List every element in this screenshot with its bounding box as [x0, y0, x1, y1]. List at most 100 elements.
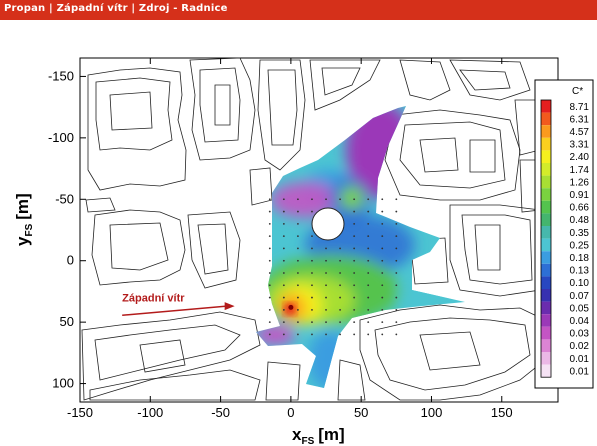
measurement-point: [353, 284, 356, 287]
x-tick-label-6: 150: [491, 405, 513, 420]
measurement-point: [325, 308, 327, 311]
measurement-point: [311, 247, 313, 250]
measurement-point: [311, 308, 313, 311]
measurement-point: [325, 284, 327, 287]
window-title: Propan | Západní vítr | Zdroj - Radnice: [4, 3, 228, 14]
measurement-point: [339, 198, 341, 201]
measurement-point: [367, 333, 370, 336]
y-axis: -150 -100 -50 0 50 100: [48, 68, 86, 391]
x-axis: -150 -100 -50 0 50 100 150: [67, 58, 513, 420]
measurement-point: [282, 321, 285, 324]
x-tick-label-5: 100: [421, 405, 443, 420]
legend-swatch-16: [541, 301, 551, 315]
x-tick-label-4: 50: [354, 405, 368, 420]
measurement-point: [367, 210, 370, 213]
measurement-point: [325, 333, 327, 336]
measurement-point: [311, 235, 313, 238]
legend-label-10: 0.35: [570, 228, 590, 239]
measurement-point: [381, 210, 384, 213]
measurement-point: [268, 259, 271, 262]
measurement-point: [297, 222, 299, 225]
legend-swatch-20: [541, 352, 551, 365]
color-legend: C* 8.716.314.573.312.401.741.260.910.660…: [534, 79, 594, 389]
measurement-point: [297, 321, 299, 324]
measurement-point: [297, 259, 299, 262]
measurement-point: [353, 247, 356, 250]
wind-arrow-head: [224, 302, 235, 311]
measurement-point: [311, 321, 313, 324]
legend-label-6: 1.26: [570, 177, 590, 188]
measurement-point: [339, 333, 341, 336]
measurement-points: [268, 198, 398, 336]
y-tick-label-4: 50: [60, 314, 74, 329]
legend-swatch-19: [541, 339, 551, 352]
measurement-point: [325, 296, 327, 299]
measurement-point: [268, 308, 271, 311]
measurement-point: [325, 321, 327, 324]
measurement-point: [353, 210, 356, 213]
measurement-point: [381, 284, 384, 287]
measurement-point: [381, 321, 384, 324]
measurement-point: [395, 222, 398, 225]
legend-title: C*: [572, 86, 583, 97]
y-axis-label: yFS[m]: [13, 193, 35, 246]
measurement-point: [282, 333, 285, 336]
measurement-point: [282, 272, 285, 274]
measurement-point: [282, 308, 285, 311]
measurement-point: [297, 284, 299, 287]
legend-label-2: 4.57: [570, 127, 590, 138]
measurement-point: [353, 321, 356, 324]
measurement-point: [339, 308, 341, 311]
measurement-point: [395, 333, 398, 336]
legend-swatch-7: [541, 188, 551, 201]
legend-label-21: 0.01: [570, 366, 590, 377]
legend-swatch-10: [541, 226, 551, 239]
measurement-point: [381, 272, 384, 274]
measurement-point: [395, 198, 398, 201]
measurement-point: [353, 272, 356, 274]
measurement-point: [282, 198, 285, 201]
y-tick-label-5: 100: [52, 376, 74, 391]
legend-label-15: 0.07: [570, 291, 590, 302]
measurement-point: [339, 296, 341, 299]
measurement-point: [325, 198, 327, 201]
measurement-point: [282, 210, 285, 213]
x-axis-label: xFS [m]: [292, 425, 345, 446]
legend-label-14: 0.10: [570, 278, 590, 289]
measurement-point: [381, 247, 384, 250]
measurement-point: [395, 235, 398, 238]
measurement-point: [395, 210, 398, 213]
measurement-point: [325, 272, 327, 274]
measurement-point: [367, 308, 370, 311]
measurement-point: [282, 284, 285, 287]
measurement-point: [367, 222, 370, 225]
measurement-point: [282, 235, 285, 238]
measurement-point: [297, 235, 299, 238]
legend-swatch-21: [541, 364, 551, 378]
legend-swatch-0: [541, 100, 551, 113]
measurement-point: [311, 210, 313, 213]
window-title-bar: Propan | Západní vítr | Zdroj - Radnice: [0, 0, 597, 20]
measurement-point: [268, 235, 271, 238]
legend-swatch-15: [541, 289, 551, 302]
measurement-point: [311, 296, 313, 299]
measurement-point: [367, 272, 370, 274]
legend-label-5: 1.74: [570, 165, 590, 176]
measurement-point: [339, 272, 341, 274]
measurement-point: [268, 284, 271, 287]
measurement-point: [268, 296, 271, 299]
measurement-point: [395, 284, 398, 287]
round-building: [311, 207, 345, 241]
legend-swatch-9: [541, 213, 551, 226]
legend-label-3: 3.31: [570, 140, 590, 151]
measurement-point: [282, 259, 285, 262]
legend-swatch-17: [541, 314, 551, 327]
legend-label-20: 0.01: [570, 354, 590, 365]
legend-swatch-11: [541, 238, 551, 252]
measurement-point: [282, 296, 285, 299]
measurement-point: [395, 308, 398, 311]
measurement-point: [381, 235, 384, 238]
legend-swatch-4: [541, 150, 551, 163]
measurement-point: [353, 198, 356, 201]
concentration-plot: Západní vítr -150 -100 -50 0 50 100 150 -150-1…: [13, 57, 594, 446]
